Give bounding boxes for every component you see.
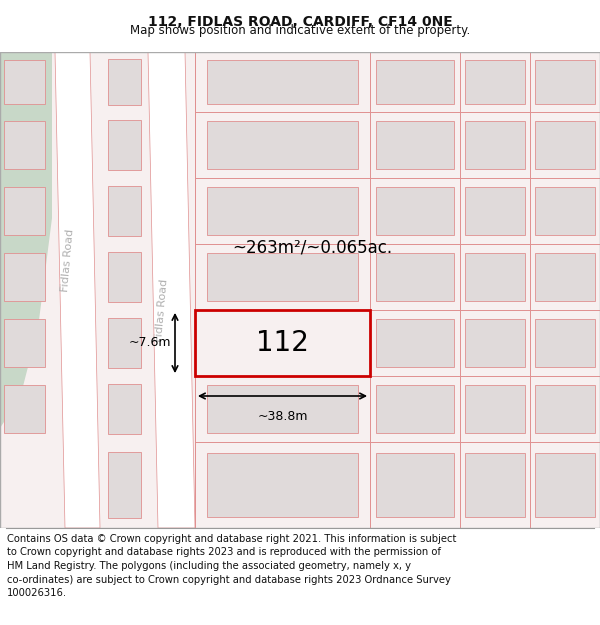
Bar (465, 253, 525, 301)
Bar (535, 187, 595, 236)
Bar (207, 453, 358, 517)
Bar (107, 120, 140, 170)
Bar (4, 319, 45, 368)
Bar (376, 453, 454, 517)
Bar (107, 452, 140, 518)
Bar (207, 319, 358, 368)
Text: ~263m²/~0.065ac.: ~263m²/~0.065ac. (232, 239, 392, 257)
Bar (107, 252, 140, 302)
Bar (535, 453, 595, 517)
Polygon shape (55, 52, 100, 528)
Bar (4, 384, 45, 433)
Bar (207, 253, 358, 301)
Text: ~38.8m: ~38.8m (257, 410, 308, 423)
Bar (195, 310, 370, 376)
Bar (207, 384, 358, 433)
Bar (207, 121, 358, 169)
Bar (465, 121, 525, 169)
Bar (465, 60, 525, 104)
Bar (207, 187, 358, 236)
Bar (535, 384, 595, 433)
Polygon shape (148, 52, 195, 528)
Bar (4, 60, 45, 104)
Bar (207, 60, 358, 104)
Polygon shape (0, 52, 52, 428)
Bar (535, 60, 595, 104)
Bar (376, 253, 454, 301)
Bar (465, 187, 525, 236)
Bar (107, 186, 140, 236)
Text: Map shows position and indicative extent of the property.: Map shows position and indicative extent… (130, 24, 470, 38)
Bar (107, 318, 140, 368)
Bar (376, 121, 454, 169)
Text: Fidlas Road: Fidlas Road (60, 228, 75, 292)
Bar (465, 319, 525, 368)
Bar (535, 319, 595, 368)
Text: Contains OS data © Crown copyright and database right 2021. This information is : Contains OS data © Crown copyright and d… (7, 534, 457, 598)
Bar (376, 60, 454, 104)
Bar (376, 384, 454, 433)
Bar (535, 121, 595, 169)
Bar (107, 384, 140, 434)
Bar (465, 384, 525, 433)
Text: 112: 112 (256, 329, 309, 357)
Bar (107, 59, 140, 105)
Bar (376, 187, 454, 236)
Bar (465, 453, 525, 517)
Text: ~7.6m: ~7.6m (128, 336, 171, 349)
Bar (4, 187, 45, 236)
Bar (535, 253, 595, 301)
Text: Fidlas Road: Fidlas Road (154, 278, 169, 342)
Bar (4, 121, 45, 169)
Text: 112, FIDLAS ROAD, CARDIFF, CF14 0NE: 112, FIDLAS ROAD, CARDIFF, CF14 0NE (148, 14, 452, 29)
Bar (4, 253, 45, 301)
Bar (376, 319, 454, 368)
